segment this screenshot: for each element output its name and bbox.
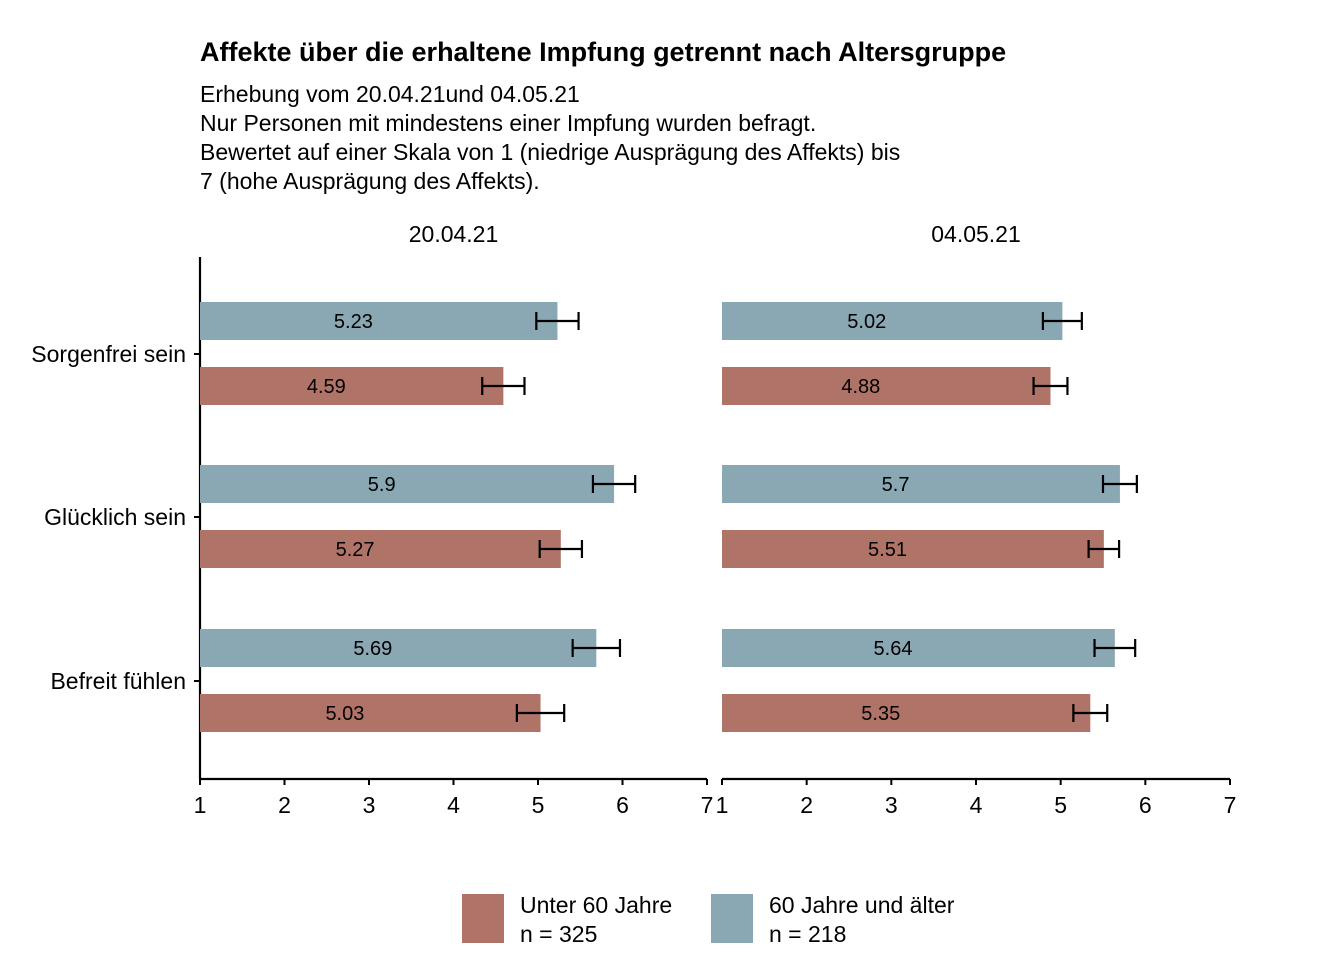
chart-title: Affekte über die erhaltene Impfung getre… (200, 37, 1006, 67)
legend-label: Unter 60 Jahre (520, 892, 672, 918)
x-tick-label: 3 (363, 792, 376, 818)
x-tick-label: 4 (970, 792, 983, 818)
x-tick-label: 2 (278, 792, 291, 818)
data-label: 4.59 (307, 376, 346, 398)
x-tick-label: 3 (885, 792, 898, 818)
y-tick-label: Glücklich sein (44, 504, 186, 530)
chart-subtitle-line-3: Bewertet auf einer Skala von 1 (niedrige… (200, 139, 900, 165)
bar (200, 629, 597, 667)
x-tick-label: 7 (701, 792, 714, 818)
legend-swatch (711, 894, 753, 943)
chart-subtitle-line-2: Nur Personen mit mindestens einer Impfun… (200, 110, 816, 136)
data-label: 5.51 (868, 539, 907, 561)
chart-subtitle-line-1: Erhebung vom 20.04.21und 04.05.21 (200, 81, 580, 107)
bar (200, 302, 558, 340)
x-tick-label: 7 (1224, 792, 1237, 818)
data-label: 5.23 (334, 311, 373, 333)
data-label: 5.9 (368, 474, 396, 496)
x-tick-label: 6 (616, 792, 629, 818)
bar (200, 367, 504, 405)
bar (200, 465, 615, 503)
legend-n: n = 325 (520, 921, 597, 947)
legend-swatch (462, 894, 504, 943)
data-label: 4.88 (841, 376, 880, 398)
x-tick-label: 5 (532, 792, 545, 818)
data-label: 5.03 (325, 703, 364, 725)
data-label: 5.7 (882, 474, 910, 496)
bar (722, 530, 1104, 568)
bar (722, 694, 1091, 732)
panel-label: 20.04.21 (409, 221, 499, 247)
y-tick-label: Sorgenfrei sein (31, 341, 186, 367)
bar (722, 302, 1063, 340)
bar (200, 530, 561, 568)
x-tick-label: 5 (1054, 792, 1067, 818)
chart-subtitle-line-4: 7 (hohe Ausprägung des Affekts). (200, 168, 540, 194)
legend: Unter 60 Jahre n = 325 60 Jahre und älter n… (462, 892, 955, 947)
legend-label: 60 Jahre und älter (769, 892, 955, 918)
panel-label: 04.05.21 (931, 221, 1021, 247)
data-label: 5.02 (847, 311, 886, 333)
data-label: 5.69 (353, 638, 392, 660)
bar (722, 465, 1120, 503)
data-label: 5.64 (874, 638, 913, 660)
x-tick-label: 1 (194, 792, 207, 818)
data-label: 5.35 (861, 703, 900, 725)
x-tick-label: 4 (447, 792, 460, 818)
x-tick-label: 1 (716, 792, 729, 818)
bar (722, 367, 1051, 405)
x-tick-label: 2 (800, 792, 813, 818)
y-tick-label: Befreit fühlen (50, 668, 186, 694)
bar (722, 629, 1115, 667)
legend-n: n = 218 (769, 921, 846, 947)
x-tick-label: 6 (1139, 792, 1152, 818)
bar (200, 694, 541, 732)
data-label: 5.27 (336, 539, 375, 561)
